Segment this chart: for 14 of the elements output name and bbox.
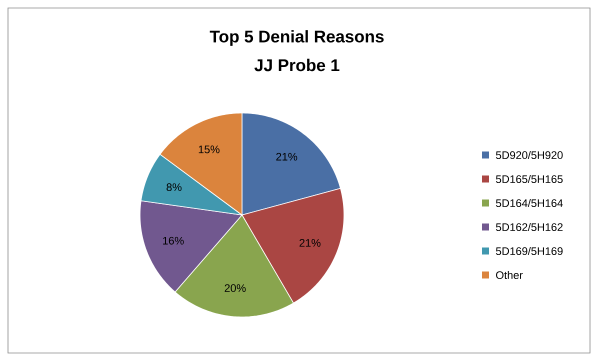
data-label: 20% xyxy=(224,284,246,292)
legend-label: Other xyxy=(496,270,523,280)
data-label: 21% xyxy=(300,238,321,247)
data-label: 16% xyxy=(163,236,184,245)
legend-label: 5D164/5H164 xyxy=(496,198,563,208)
legend-label: 5D165/5H165 xyxy=(496,174,563,184)
legend-label: 5D162/5H162 xyxy=(496,222,563,232)
legend-label: 5D169/5H169 xyxy=(496,246,563,256)
data-label: 15% xyxy=(198,146,220,154)
chart-title: Top 5 Denial Reasons xyxy=(210,30,384,46)
chart-subtitle: JJ Probe 1 xyxy=(254,58,340,72)
data-label: 8% xyxy=(166,183,182,192)
legend-label: 5D920/5H920 xyxy=(496,150,563,160)
data-label: 21% xyxy=(276,152,298,161)
